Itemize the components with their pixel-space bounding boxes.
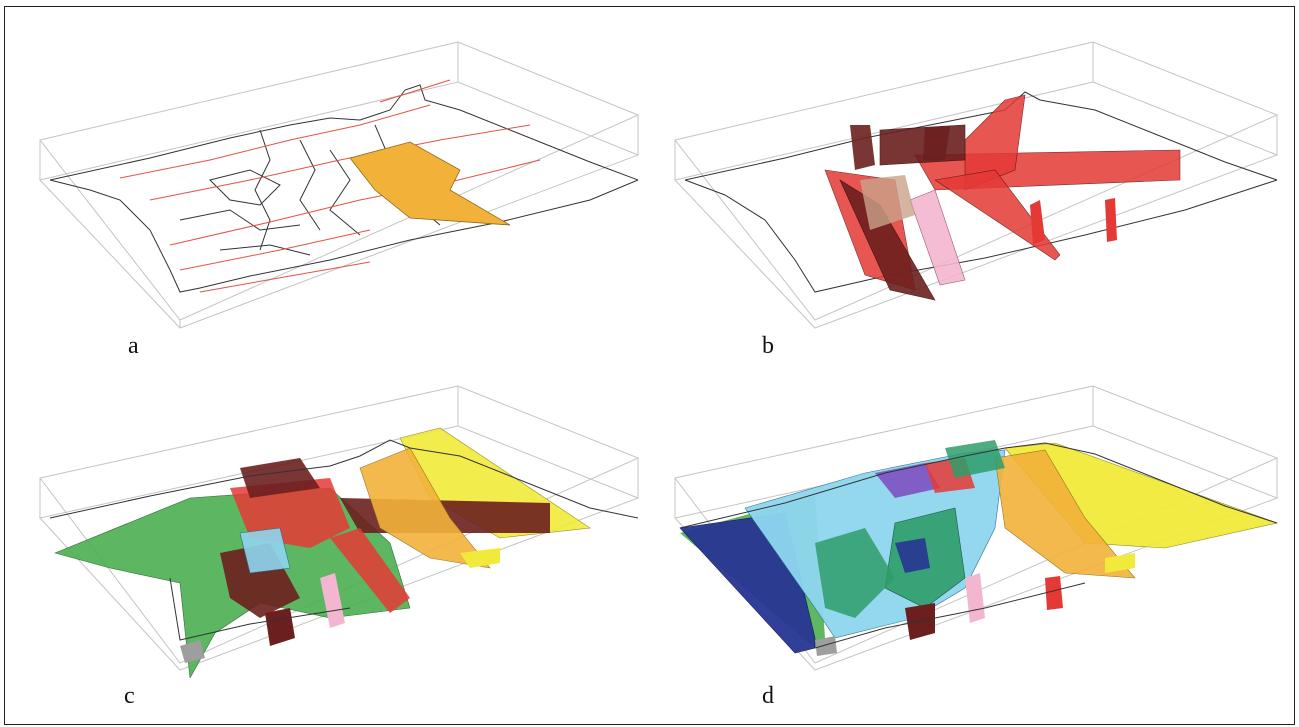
fault-planes [824,94,1181,301]
panel-label-c: c [124,683,135,709]
panel-d-3d-model [674,385,1279,671]
terrain-outline [679,442,1278,649]
bounding-box [674,41,1279,329]
geologic-surfaces [679,440,1279,656]
panel-label-b: b [762,333,774,359]
panel-b [665,30,1290,340]
orange-unit-surface [349,141,511,226]
fault-traces [119,79,541,293]
panel-c-3d-model [39,385,640,678]
panel-c [30,378,650,678]
bounding-box [39,41,640,329]
panel-d [665,378,1290,678]
panel-label-d: d [762,683,774,709]
bounding-box [39,385,640,671]
panel-label-a: a [128,333,139,359]
panel-b-3d-model [674,41,1279,329]
terrain-outline [49,439,639,641]
panel-a [30,30,650,340]
geologic-surfaces [54,427,591,678]
panel-a-3d-model [39,41,640,329]
